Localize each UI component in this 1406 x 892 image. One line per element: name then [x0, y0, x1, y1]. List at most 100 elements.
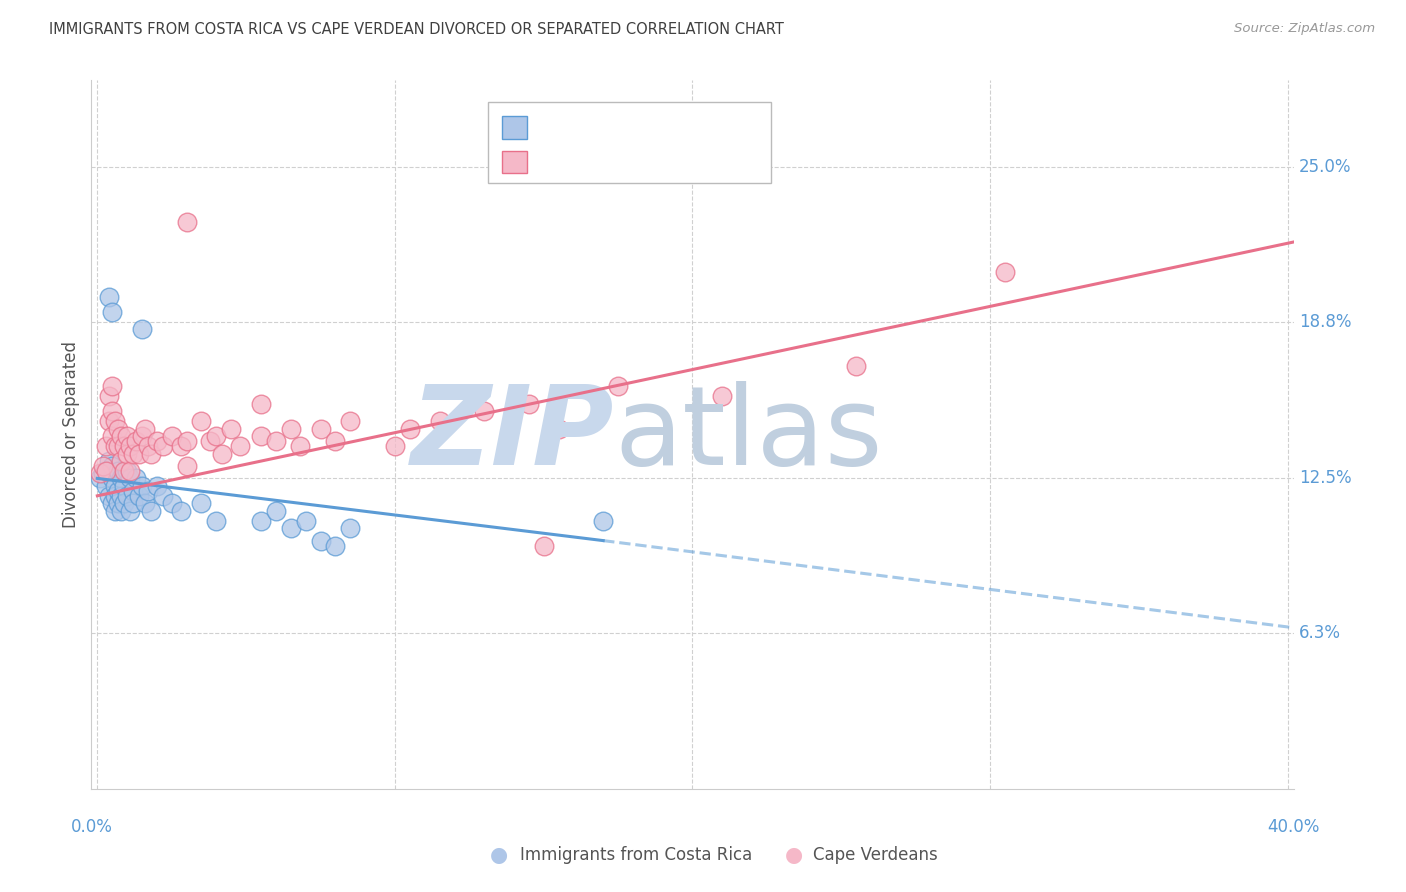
Point — [264, 504, 287, 518]
Point — [288, 439, 311, 453]
Point — [115, 489, 138, 503]
Point — [98, 389, 121, 403]
Point — [205, 514, 228, 528]
Point — [280, 422, 302, 436]
Point — [325, 434, 347, 448]
Point — [176, 434, 198, 448]
Point — [607, 379, 630, 393]
Point — [325, 539, 347, 553]
Point — [384, 439, 406, 453]
Point — [115, 446, 138, 460]
Point — [200, 434, 222, 448]
Point — [250, 429, 273, 443]
Point — [309, 422, 332, 436]
Point — [107, 483, 129, 498]
Point — [131, 429, 153, 443]
Point — [533, 539, 555, 553]
Point — [250, 397, 273, 411]
Point — [112, 439, 135, 453]
Point — [517, 397, 540, 411]
Point — [146, 434, 169, 448]
Point — [110, 471, 132, 485]
Point — [122, 496, 145, 510]
Point — [98, 454, 121, 468]
Point — [101, 496, 124, 510]
Text: R = 0.469    N = 59: R = 0.469 N = 59 — [538, 154, 696, 169]
Point — [101, 429, 124, 443]
Point — [115, 464, 138, 478]
Text: ZIP: ZIP — [411, 382, 614, 488]
Text: 18.8%: 18.8% — [1299, 312, 1351, 331]
Point — [120, 439, 142, 453]
Point — [169, 504, 191, 518]
Text: R = -0.174    N = 49: R = -0.174 N = 49 — [538, 120, 702, 136]
Point — [120, 504, 142, 518]
Point — [134, 496, 156, 510]
Text: atlas: atlas — [614, 382, 883, 488]
Point — [98, 489, 121, 503]
Point — [91, 458, 114, 473]
Point — [994, 265, 1017, 279]
Point — [101, 404, 124, 418]
Point — [110, 454, 132, 468]
Point — [125, 434, 148, 448]
Point — [101, 458, 124, 473]
Point — [104, 489, 127, 503]
Point — [134, 422, 156, 436]
Point — [128, 446, 150, 460]
Text: Immigrants from Costa Rica: Immigrants from Costa Rica — [520, 846, 752, 863]
Point — [472, 404, 495, 418]
Point — [229, 439, 252, 453]
Point — [398, 422, 420, 436]
Point — [115, 429, 138, 443]
Point — [176, 215, 198, 229]
Point — [91, 467, 114, 481]
Point — [429, 414, 451, 428]
Text: 6.3%: 6.3% — [1299, 624, 1341, 641]
Point — [104, 439, 127, 453]
Point — [96, 479, 118, 493]
Point — [339, 521, 361, 535]
Point — [122, 446, 145, 460]
Point — [160, 429, 183, 443]
Point — [169, 439, 191, 453]
Y-axis label: Divorced or Separated: Divorced or Separated — [62, 342, 80, 528]
Point — [152, 439, 174, 453]
Point — [120, 464, 142, 478]
Point — [101, 304, 124, 318]
Point — [101, 471, 124, 485]
Point — [98, 290, 121, 304]
Point — [205, 429, 228, 443]
Point — [219, 422, 242, 436]
Point — [125, 471, 148, 485]
Text: 0.0%: 0.0% — [70, 818, 112, 836]
Text: Cape Verdeans: Cape Verdeans — [813, 846, 938, 863]
Point — [547, 422, 569, 436]
Point — [110, 504, 132, 518]
Point — [190, 414, 212, 428]
Point — [136, 483, 159, 498]
Point — [101, 379, 124, 393]
Point — [107, 496, 129, 510]
Point — [309, 533, 332, 548]
Point — [104, 414, 127, 428]
Point — [112, 496, 135, 510]
Point — [139, 504, 162, 518]
Text: ●: ● — [491, 845, 508, 864]
Point — [96, 464, 118, 478]
Point — [112, 479, 135, 493]
Point — [211, 446, 233, 460]
Point — [120, 471, 142, 485]
Point — [110, 489, 132, 503]
Point — [122, 483, 145, 498]
Point — [107, 422, 129, 436]
Text: ●: ● — [786, 845, 803, 864]
Text: 12.5%: 12.5% — [1299, 469, 1351, 487]
Point — [104, 504, 127, 518]
Point — [131, 322, 153, 336]
Point — [152, 489, 174, 503]
Point — [128, 489, 150, 503]
Point — [96, 464, 118, 478]
Text: Source: ZipAtlas.com: Source: ZipAtlas.com — [1234, 22, 1375, 36]
Point — [146, 479, 169, 493]
